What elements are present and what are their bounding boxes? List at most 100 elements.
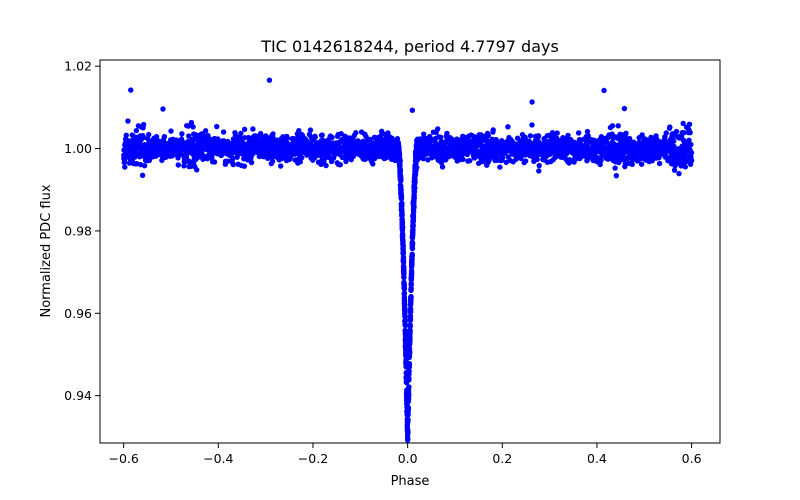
data-point (137, 152, 143, 159)
data-points (121, 77, 695, 443)
x-tick-label: 0.2 (492, 451, 512, 466)
data-point (402, 334, 409, 340)
data-point (220, 129, 227, 135)
data-point (412, 177, 418, 183)
plot-frame (99, 59, 721, 444)
outlier-point (529, 99, 535, 105)
data-point (410, 215, 417, 221)
data-point (406, 377, 412, 383)
data-point (337, 161, 343, 168)
x-tick-label: −0.6 (108, 451, 138, 466)
outlier-point (139, 172, 146, 179)
x-tick-label: 0.6 (682, 451, 702, 466)
data-point (410, 209, 417, 215)
data-point (467, 157, 473, 164)
data-point (566, 156, 573, 163)
data-point (141, 162, 148, 169)
data-point (420, 131, 427, 137)
data-point (411, 202, 417, 208)
data-point (396, 150, 403, 157)
outlier-point (266, 77, 273, 83)
data-point (505, 124, 511, 130)
data-point (248, 159, 255, 166)
data-point (688, 149, 695, 156)
data-point (229, 156, 236, 162)
data-point (146, 131, 152, 138)
data-point (612, 165, 618, 171)
data-point (409, 245, 416, 252)
y-axis-label: Normalized PDC flux (39, 184, 54, 317)
data-point (584, 128, 591, 135)
data-point (401, 274, 407, 281)
y-tick-label: 1.00 (64, 141, 92, 156)
data-point (405, 392, 412, 399)
data-point (688, 157, 695, 164)
data-point (406, 371, 412, 377)
data-point (400, 254, 407, 260)
data-point (284, 135, 290, 141)
data-point (407, 327, 413, 334)
data-point (257, 130, 264, 137)
data-point (353, 130, 359, 136)
data-point (133, 127, 140, 134)
outlier-point (409, 107, 416, 113)
data-point (535, 133, 542, 139)
data-point (407, 322, 413, 328)
y-axis: 0.94 0.96 0.98 1.00 1.02 (64, 59, 100, 403)
data-point (409, 261, 415, 267)
data-point (230, 161, 236, 168)
data-point (490, 127, 496, 133)
x-axis-label: Phase (391, 474, 430, 489)
data-point (194, 167, 200, 173)
data-point (402, 322, 408, 329)
y-tick-label: 0.96 (64, 306, 92, 321)
data-point (175, 162, 181, 168)
data-point (663, 130, 669, 136)
data-point (214, 123, 220, 130)
data-point (671, 167, 678, 173)
data-point (125, 118, 131, 124)
data-point (460, 156, 466, 163)
data-point (680, 120, 686, 127)
data-point (499, 154, 506, 161)
chart-title: TIC 0142618244, period 4.7797 days (260, 37, 559, 56)
data-point (415, 148, 421, 155)
data-point (405, 416, 411, 423)
data-point (209, 154, 215, 161)
data-point (312, 134, 318, 140)
data-point (401, 301, 408, 308)
data-point (405, 405, 412, 412)
data-point (407, 317, 414, 323)
data-point (401, 270, 407, 276)
data-point (241, 126, 248, 133)
data-point (415, 156, 421, 163)
data-point (319, 132, 325, 138)
data-point (688, 141, 694, 148)
data-point (415, 153, 421, 159)
data-point (406, 361, 413, 367)
data-point (412, 171, 419, 178)
outlier-point (621, 105, 628, 112)
data-point (179, 151, 185, 158)
y-tick-label: 0.94 (64, 388, 92, 403)
data-point (238, 130, 244, 137)
x-tick-label: −0.2 (298, 451, 328, 466)
data-point (241, 163, 248, 169)
x-tick-label: 0.0 (398, 451, 418, 466)
x-tick-label: 0.4 (587, 451, 607, 466)
data-point (225, 158, 231, 164)
data-point (401, 286, 408, 292)
data-point (409, 251, 415, 257)
data-point (497, 164, 503, 170)
data-point (250, 126, 256, 132)
data-point (122, 164, 128, 170)
data-point (297, 159, 304, 165)
data-point (398, 186, 404, 193)
data-point (518, 155, 524, 162)
x-tick-label: −0.4 (203, 451, 233, 466)
data-point (323, 162, 329, 169)
data-point (367, 136, 373, 143)
data-point (485, 132, 492, 139)
data-point (486, 156, 492, 163)
